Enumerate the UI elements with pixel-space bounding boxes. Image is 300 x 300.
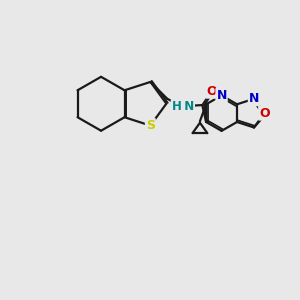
Text: N: N bbox=[216, 89, 227, 102]
Text: O: O bbox=[206, 85, 217, 98]
Text: O: O bbox=[259, 106, 270, 120]
Text: N: N bbox=[249, 92, 259, 105]
Text: H N: H N bbox=[172, 100, 194, 113]
Text: H N: H N bbox=[172, 100, 194, 113]
Text: S: S bbox=[146, 119, 155, 132]
